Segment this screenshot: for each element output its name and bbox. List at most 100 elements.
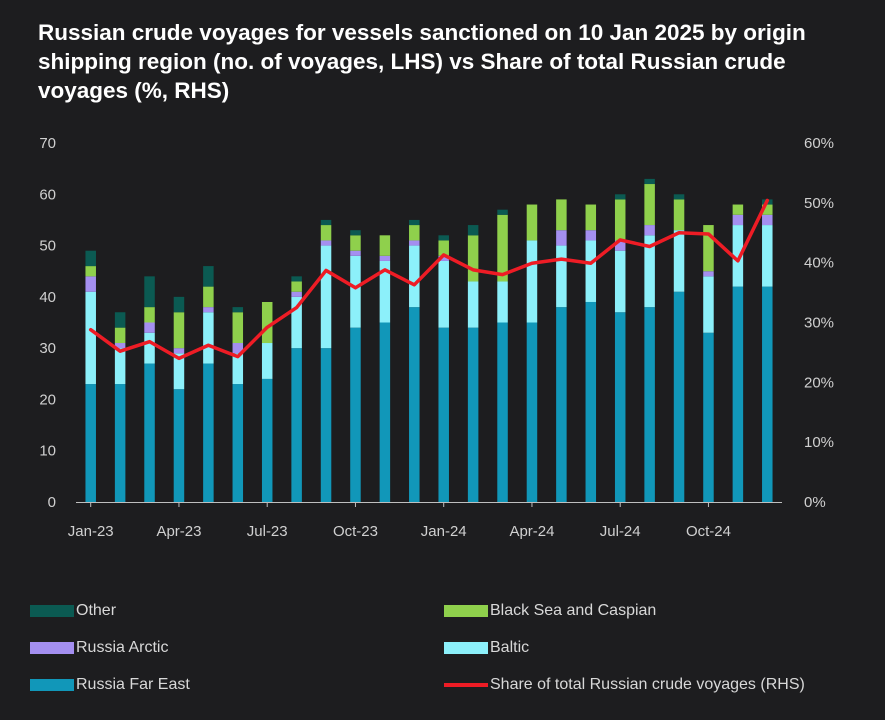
bar-segment-russia-arctic <box>320 240 332 246</box>
bar-segment-baltic <box>703 276 714 333</box>
x-tick-label: Jul-23 <box>247 523 288 540</box>
x-tick-label: Jul-24 <box>600 523 641 540</box>
bar-segment-black-sea-and-caspian <box>526 204 538 241</box>
bar-segment-black-sea-and-caspian <box>203 286 214 308</box>
share-line <box>88 198 770 361</box>
bar-segment-black-sea-and-caspian <box>350 235 361 251</box>
left-tick-label: 20 <box>39 391 56 408</box>
x-tick-label: Oct-24 <box>686 523 731 540</box>
left-tick-label: 70 <box>39 135 56 152</box>
bar-segment-black-sea-and-caspian <box>409 225 420 241</box>
bar-segment-russia-far-east <box>320 348 332 502</box>
right-tick-label: 0% <box>804 494 826 511</box>
bar-segment-russia-far-east <box>556 307 567 502</box>
bar-segment-russia-arctic <box>438 255 449 261</box>
bar-segment-other <box>438 235 449 241</box>
bar-segment-russia-arctic <box>762 214 773 226</box>
bar-segment-russia-far-east <box>85 384 96 502</box>
bar-segment-russia-arctic <box>350 250 361 256</box>
bar-segment-other <box>497 209 508 215</box>
bar-segment-black-sea-and-caspian <box>144 307 155 323</box>
bar-segment-baltic <box>261 343 273 379</box>
bar-segment-baltic <box>144 332 155 364</box>
bar-segment-black-sea-and-caspian <box>85 266 96 277</box>
bar-segment-baltic <box>173 353 185 390</box>
bar-segment-baltic <box>291 296 302 349</box>
bar-segment-russia-far-east <box>732 286 744 502</box>
bar-segment-russia-far-east <box>203 363 214 502</box>
x-tick-label: Apr-24 <box>509 523 554 540</box>
x-axis-ticks: Jan-23 Apr-23 Jul-23 Oct-23 Jan-24 Apr-24 Jul-… <box>68 502 731 540</box>
bar-segment-baltic <box>526 240 538 323</box>
bar-segment-other <box>85 250 96 267</box>
bar-segment-russia-far-east <box>379 322 391 502</box>
bar-segment-other <box>350 230 361 236</box>
bar-segment-other <box>173 296 185 313</box>
right-tick-label: 40% <box>804 255 834 272</box>
bar-segment-baltic <box>614 250 626 313</box>
bar-segment-baltic <box>114 348 126 385</box>
bar-segment-black-sea-and-caspian <box>261 301 273 344</box>
left-tick-label: 40 <box>39 289 56 306</box>
bar-segment-baltic <box>379 260 391 323</box>
bar-segment-russia-arctic <box>732 214 744 226</box>
bar-segment-other <box>203 266 214 287</box>
bar-segment-baltic <box>585 240 597 302</box>
bar-segment-russia-far-east <box>467 327 479 502</box>
bar-segment-russia-far-east <box>526 322 538 502</box>
bar-segment-baltic <box>203 312 214 364</box>
bar-segment-baltic <box>497 281 508 323</box>
bar-segment-russia-arctic <box>644 225 655 236</box>
bar-segment-baltic <box>556 245 567 308</box>
bar-segment-other <box>114 312 126 328</box>
bar-segment-other <box>467 225 479 236</box>
x-tick-label: Oct-23 <box>333 523 378 540</box>
bar-segment-russia-far-east <box>232 384 244 502</box>
left-tick-label: 10 <box>39 443 56 460</box>
bar-segment-russia-far-east <box>291 348 302 502</box>
bar-segment-black-sea-and-caspian <box>467 235 479 282</box>
bar-segment-other <box>291 276 302 282</box>
right-axis-ticks: 0% 10% 20% 30% 40% 50% 60% <box>804 135 834 511</box>
bar-segment-russia-far-east <box>585 301 597 502</box>
bar-segment-black-sea-and-caspian <box>762 204 773 215</box>
bar-segment-russia-far-east <box>497 322 508 502</box>
bar-segment-black-sea-and-caspian <box>644 184 655 226</box>
bar-segment-baltic <box>467 281 479 328</box>
x-tick-label: Apr-23 <box>156 523 201 540</box>
bar-segment-black-sea-and-caspian <box>438 240 449 256</box>
bar-segment-russia-arctic <box>703 271 714 277</box>
bar-segment-russia-arctic <box>379 255 391 261</box>
left-tick-label: 0 <box>48 494 56 511</box>
bar-segment-baltic <box>320 245 332 349</box>
bar-segment-other <box>144 276 155 308</box>
bar-segment-russia-far-east <box>703 332 714 502</box>
bar-segment-black-sea-and-caspian <box>497 214 508 282</box>
left-tick-label: 30 <box>39 340 56 357</box>
bar-segment-baltic <box>232 353 244 385</box>
bar-segment-black-sea-and-caspian <box>614 199 626 241</box>
bar-segment-black-sea-and-caspian <box>585 204 597 231</box>
bar-segment-black-sea-and-caspian <box>379 235 391 256</box>
bar-segment-other <box>232 307 244 313</box>
bar-segment-russia-far-east <box>409 307 420 502</box>
share-line-path <box>88 198 770 361</box>
bar-segment-russia-far-east <box>173 389 185 502</box>
bar-segment-baltic <box>762 225 773 287</box>
bar-segment-russia-arctic <box>173 348 185 354</box>
bars <box>85 178 773 502</box>
left-tick-label: 60 <box>39 186 56 203</box>
bar-segment-russia-far-east <box>350 327 361 502</box>
bar-segment-russia-far-east <box>614 312 626 502</box>
bar-segment-baltic <box>732 225 744 287</box>
bar-segment-baltic <box>644 235 655 308</box>
bar-segment-russia-far-east <box>144 363 155 502</box>
bar-segment-russia-arctic <box>614 240 626 251</box>
bar-segment-russia-far-east <box>644 307 655 502</box>
left-axis-ticks: 0 10 20 30 40 50 60 70 <box>39 135 56 511</box>
bar-segment-russia-far-east <box>438 327 449 502</box>
bar-segment-baltic <box>409 245 420 308</box>
bar-segment-russia-arctic <box>232 343 244 354</box>
right-tick-label: 10% <box>804 434 834 451</box>
right-tick-label: 20% <box>804 374 834 391</box>
